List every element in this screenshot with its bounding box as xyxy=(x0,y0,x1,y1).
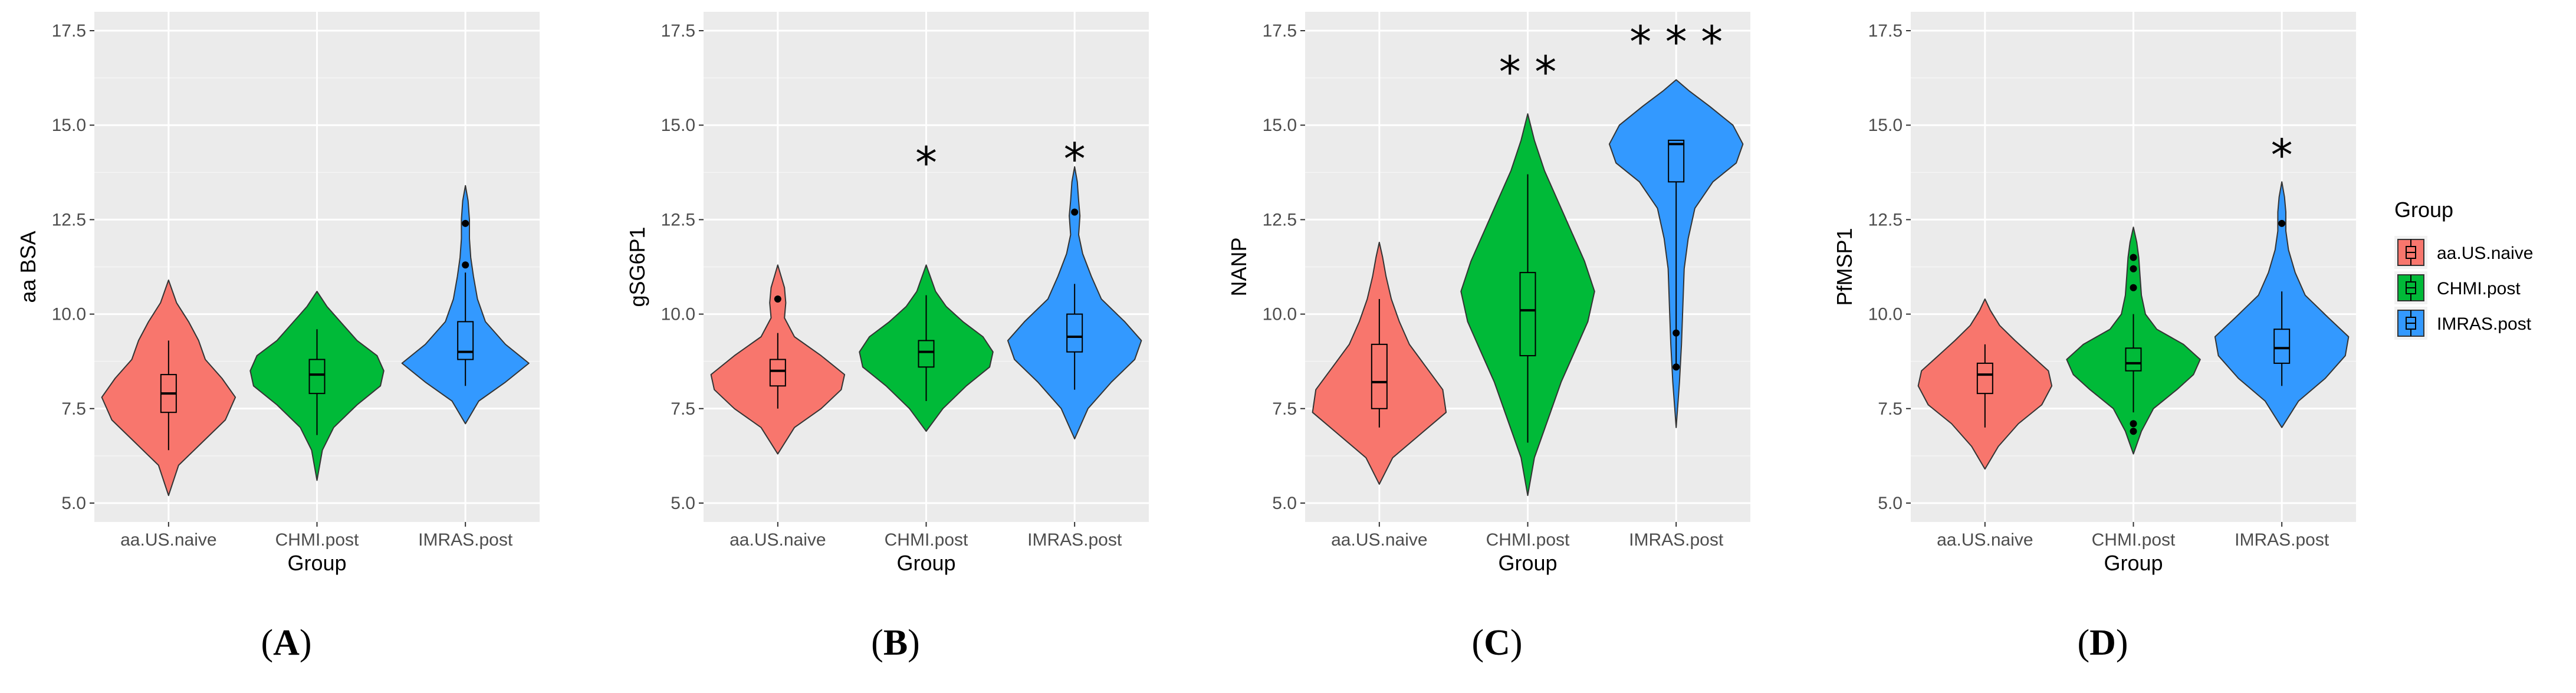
y-tick-label: 15.0 xyxy=(1868,116,1903,135)
box-iqr xyxy=(2273,329,2291,364)
y-tick-label: 7.5 xyxy=(61,399,86,419)
outlier-point xyxy=(1071,208,1079,216)
y-tick-label: 12.5 xyxy=(52,210,86,229)
box-iqr xyxy=(769,359,786,387)
panel-d: 5.0 7.5 10.0 12.5 15.0 17.5 aa.US.naive CHMI.po… xyxy=(1832,12,2356,663)
y-tick-label: 17.5 xyxy=(52,21,86,41)
y-tick-label: 12.5 xyxy=(1263,210,1297,229)
y-axis-title: PfMSP1 xyxy=(1832,228,1857,306)
significance-marker: * xyxy=(915,137,937,188)
legend: Group aa.US.naive CHMI.post IMRAS.post xyxy=(2394,198,2533,340)
box-iqr xyxy=(918,340,935,368)
panel-caption: (C) xyxy=(1471,623,1522,663)
x-tick-label: CHMI.post xyxy=(885,530,968,550)
y-tick-label: 17.5 xyxy=(1263,21,1297,41)
legend-label: aa.US.naive xyxy=(2437,244,2533,263)
y-axis-title: gSG6P1 xyxy=(625,226,649,307)
outlier-point xyxy=(1673,329,1680,337)
panels: 5.0 7.5 10.0 12.5 15.0 17.5 aa.US.naive CHMI.po… xyxy=(16,12,2356,663)
violin-chmi-post xyxy=(859,264,994,432)
x-tick-label: IMRAS.post xyxy=(1629,530,1724,550)
y-tick-label: 12.5 xyxy=(661,210,695,229)
box-iqr xyxy=(308,359,326,395)
legend-key xyxy=(2394,271,2427,304)
y-tick-label: 5.0 xyxy=(671,494,695,513)
violin-chmi-post xyxy=(1460,113,1595,497)
outlier-point xyxy=(462,261,469,269)
violin-aa-us-naive xyxy=(1312,241,1447,485)
x-tick-label: IMRAS.post xyxy=(418,530,513,550)
x-axis-title: Group xyxy=(896,551,955,575)
y-axis-title: aa BSA xyxy=(16,231,40,303)
panel-a: 5.0 7.5 10.0 12.5 15.0 17.5 aa.US.naive CHMI.po… xyxy=(16,12,540,663)
y-tick-label: 17.5 xyxy=(661,21,695,41)
panel-b: 5.0 7.5 10.0 12.5 15.0 17.5 aa.US.naive CHMI.po… xyxy=(625,12,1149,663)
y-tick-label: 5.0 xyxy=(1878,494,1903,513)
y-tick-label: 5.0 xyxy=(61,494,86,513)
box-iqr xyxy=(457,321,474,360)
y-tick-label: 15.0 xyxy=(1263,116,1297,135)
panel-caption: (D) xyxy=(2077,623,2128,663)
violin-aa-us-naive xyxy=(1917,298,2053,470)
x-axis-title: Group xyxy=(1498,551,1557,575)
y-tick-label: 15.0 xyxy=(661,116,695,135)
outlier-point xyxy=(1673,363,1680,371)
y-tick-label: 7.5 xyxy=(1272,399,1297,419)
x-tick-label: IMRAS.post xyxy=(1027,530,1122,550)
outlier-point xyxy=(774,295,781,303)
panel-c: 5.0 7.5 10.0 12.5 15.0 17.5 aa.US.naive CHMI.po… xyxy=(1227,12,1750,663)
outlier-point xyxy=(2130,420,2137,428)
x-tick-label: CHMI.post xyxy=(1486,530,1570,550)
y-tick-label: 10.0 xyxy=(1263,305,1297,324)
x-tick-label: aa.US.naive xyxy=(1331,530,1427,550)
box-iqr xyxy=(1066,313,1083,353)
significance-marker: * * xyxy=(1499,47,1557,98)
outlier-point xyxy=(2278,219,2286,227)
box-iqr xyxy=(1371,343,1388,409)
y-tick-label: 15.0 xyxy=(52,116,86,135)
significance-marker: * xyxy=(2271,130,2293,181)
y-tick-label: 10.0 xyxy=(661,305,695,324)
x-tick-label: aa.US.naive xyxy=(1937,530,2033,550)
box-iqr xyxy=(2125,347,2142,372)
violin-chmi-post xyxy=(249,291,385,481)
y-tick-label: 17.5 xyxy=(1868,21,1903,41)
y-tick-label: 10.0 xyxy=(1868,305,1903,324)
box-iqr xyxy=(1668,139,1685,183)
y-tick-label: 10.0 xyxy=(52,305,86,324)
outlier-point xyxy=(2130,254,2137,261)
x-tick-label: CHMI.post xyxy=(2092,530,2176,550)
box-iqr xyxy=(1519,272,1536,357)
box-iqr xyxy=(1976,362,1993,395)
legend-key xyxy=(2394,307,2427,340)
outlier-point xyxy=(2130,265,2137,272)
panel-caption: (A) xyxy=(261,623,311,663)
y-tick-label: 7.5 xyxy=(1878,399,1903,419)
legend-label: IMRAS.post xyxy=(2437,314,2532,334)
legend-title: Group xyxy=(2394,198,2453,222)
y-tick-label: 12.5 xyxy=(1868,210,1903,229)
significance-marker: * xyxy=(1064,134,1086,185)
violin-aa-us-naive xyxy=(101,279,236,497)
legend-items: aa.US.naive CHMI.post IMRAS.post xyxy=(2394,236,2533,340)
x-tick-label: aa.US.naive xyxy=(120,530,216,550)
outlier-point xyxy=(2130,284,2137,291)
panel-caption: (B) xyxy=(871,623,920,663)
y-axis-title: NANP xyxy=(1227,237,1251,296)
y-tick-label: 5.0 xyxy=(1272,494,1297,513)
x-tick-label: aa.US.naive xyxy=(730,530,826,550)
significance-marker: * * * xyxy=(1629,17,1723,67)
x-tick-label: IMRAS.post xyxy=(2235,530,2329,550)
legend-label: CHMI.post xyxy=(2437,279,2521,298)
y-tick-label: 7.5 xyxy=(671,399,695,419)
x-axis-title: Group xyxy=(2104,551,2163,575)
x-tick-label: CHMI.post xyxy=(275,530,359,550)
outlier-point xyxy=(462,219,469,227)
x-axis-title: Group xyxy=(287,551,346,575)
outlier-point xyxy=(2130,428,2137,435)
legend-key xyxy=(2394,236,2427,269)
